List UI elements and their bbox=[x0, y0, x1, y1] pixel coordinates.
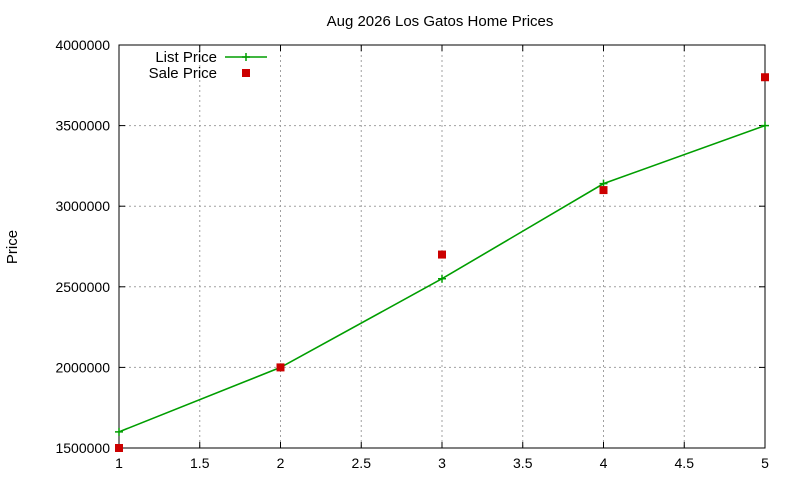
x-tick-label: 3 bbox=[438, 455, 446, 471]
y-tick-label: 1500000 bbox=[55, 440, 110, 456]
data-point bbox=[115, 444, 123, 452]
x-tick-label: 3.5 bbox=[513, 455, 533, 471]
x-tick-label: 4.5 bbox=[675, 455, 695, 471]
y-axis-label: Price bbox=[4, 230, 21, 264]
x-tick-label: 5 bbox=[761, 455, 769, 471]
data-point bbox=[438, 274, 446, 283]
x-tick-label: 2.5 bbox=[352, 455, 372, 471]
series-1 bbox=[115, 73, 769, 452]
series-layer bbox=[115, 73, 769, 452]
legend-marker bbox=[242, 69, 250, 77]
data-point bbox=[438, 250, 446, 259]
y-tick-label: 2000000 bbox=[55, 359, 110, 375]
x-tick-label: 1 bbox=[115, 455, 123, 471]
chart-title: Aug 2026 Los Gatos Home Prices bbox=[327, 13, 554, 30]
x-tick-label: 1.5 bbox=[190, 455, 210, 471]
data-point bbox=[276, 363, 285, 372]
legend-label: List Price bbox=[155, 49, 217, 66]
data-point bbox=[115, 427, 123, 436]
x-tick-label: 2 bbox=[277, 455, 285, 471]
data-point bbox=[599, 186, 608, 195]
data-point bbox=[761, 73, 769, 82]
grid-lines bbox=[119, 45, 765, 448]
y-tick-label: 3000000 bbox=[55, 198, 110, 214]
legend-label: Sale Price bbox=[149, 65, 217, 82]
data-point bbox=[761, 121, 769, 130]
y-tick-label: 2500000 bbox=[55, 279, 110, 295]
legend-entry: List Price bbox=[155, 49, 267, 66]
y-tick-label: 3500000 bbox=[55, 118, 110, 134]
legend-marker bbox=[242, 53, 250, 61]
y-tick-label: 4000000 bbox=[55, 37, 110, 53]
series-0 bbox=[115, 121, 769, 436]
legend-entry: Sale Price bbox=[149, 65, 250, 82]
axis-ticks: 1 1.5 2 2.5 3 3.5 4 4.5 5 1500000 2000000 2500000 30… bbox=[55, 37, 769, 471]
x-tick-label: 4 bbox=[600, 455, 608, 471]
